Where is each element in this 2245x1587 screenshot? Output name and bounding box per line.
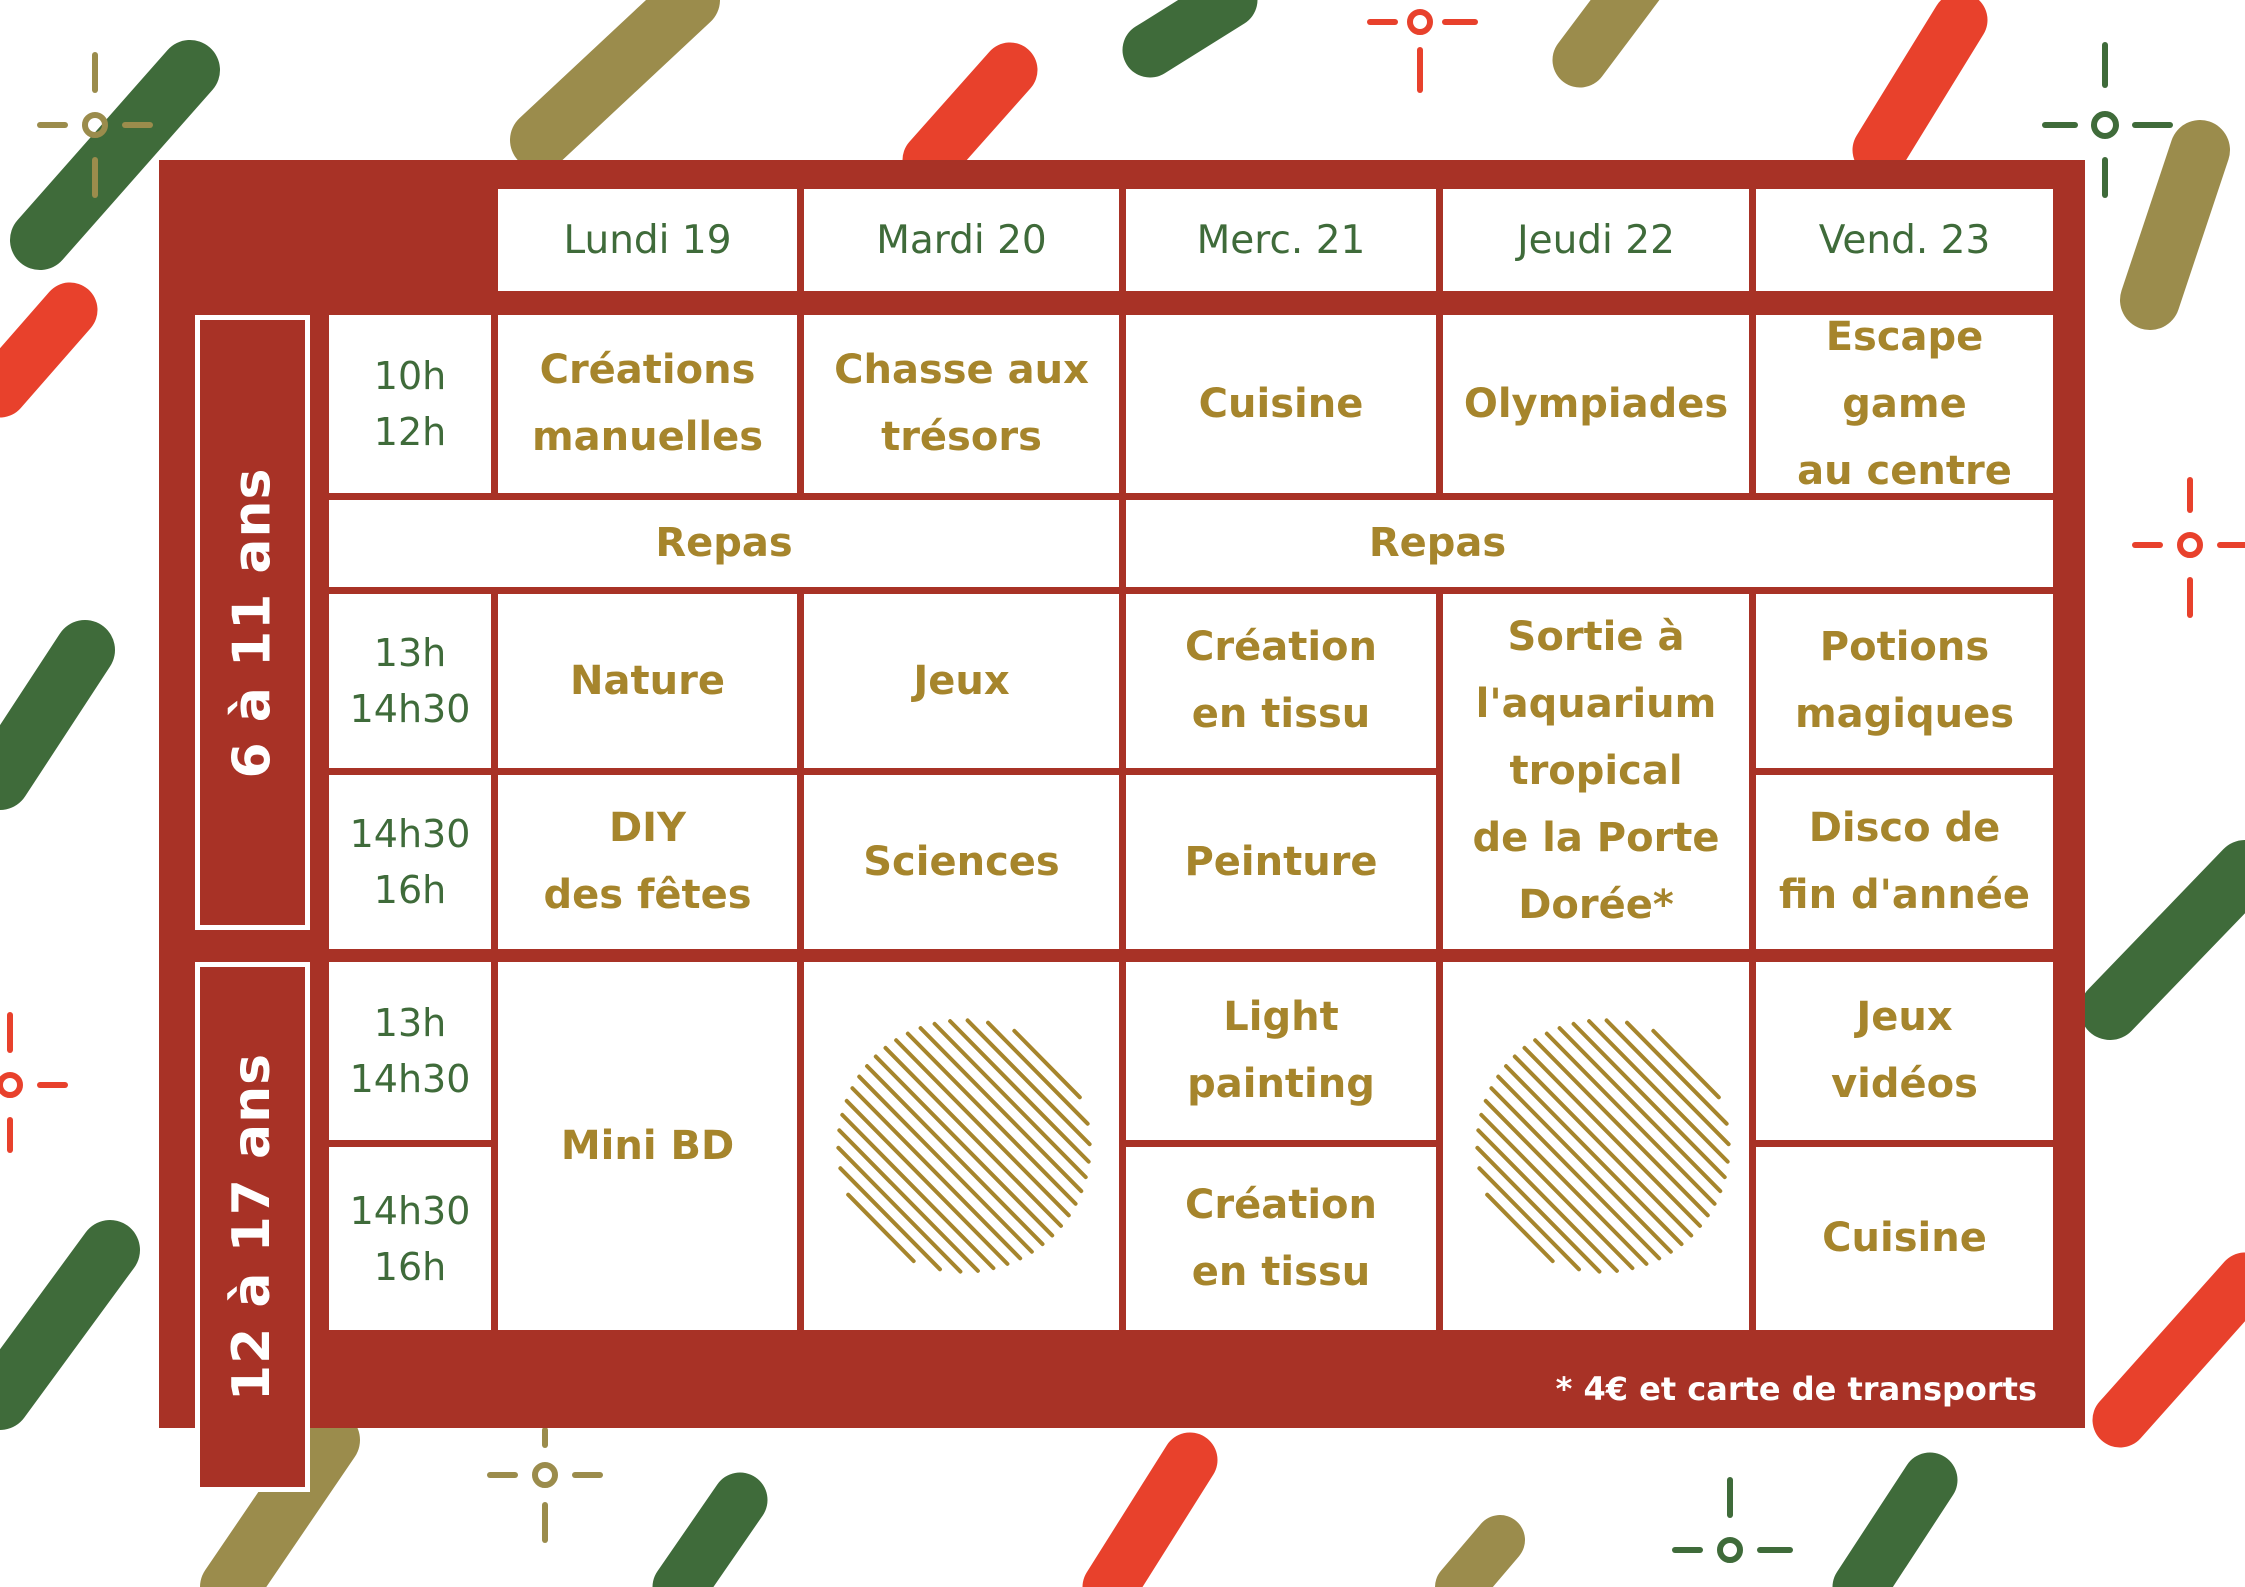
- time-end: 14h30: [349, 1057, 471, 1101]
- schedule-lower-panel: Lundi 19 Mardi 20 Merc. 21 Jeudi 22 Vend…: [159, 160, 2085, 1492]
- activity-line: Olympiades: [1463, 380, 1729, 427]
- age-group-6-11: 6 à 11 ans: [195, 315, 310, 930]
- activity-cell: Potions magiques: [1756, 594, 2053, 768]
- activity-line: Jeux: [913, 657, 1010, 704]
- activity-cell: Créations manuelles: [498, 315, 797, 493]
- lunch-cell: Repas: [329, 500, 1119, 587]
- day-header-wednesday: Merc. 21: [1126, 189, 1436, 291]
- activity-line: fin d'année: [1778, 872, 2031, 918]
- time-end: 16h: [373, 868, 447, 912]
- activity-line: magiques: [1794, 691, 2015, 737]
- age-group-12-17: 12 à 17 ans: [195, 962, 310, 1492]
- activity-line: Créations: [539, 347, 756, 393]
- activity-cell: Création en tissu: [1126, 594, 1436, 768]
- activity-cell: Cuisine: [1756, 1147, 2053, 1330]
- day-header-thursday: Jeudi 22: [1443, 189, 1749, 291]
- activity-line: en tissu: [1191, 691, 1371, 737]
- activity-line: de la Porte: [1472, 815, 1720, 861]
- activity-line: DIY: [608, 805, 687, 851]
- time-start: 13h: [373, 631, 447, 675]
- activity-line: Light: [1223, 994, 1339, 1040]
- activity-line: Dorée*: [1518, 882, 1674, 928]
- activity-cell-outing: Sortie à l'aquarium tropical de la Porte…: [1443, 594, 1749, 949]
- activity-line: au centre: [1797, 447, 2012, 494]
- time-slot: 10h 12h: [329, 315, 491, 493]
- closed-cell-thursday: [1443, 962, 1749, 1330]
- activity-line: Escape game: [1825, 313, 1984, 427]
- time-end: 12h: [373, 410, 447, 454]
- time-end: 14h30: [349, 687, 471, 731]
- lunch-label: Repas: [1368, 520, 1507, 566]
- activity-line: vidéos: [1831, 1061, 1978, 1107]
- activity-line: Potions: [1819, 624, 1990, 670]
- activity-line: Jeux: [1856, 994, 1953, 1040]
- age-group-label: 12 à 17 ans: [222, 1052, 283, 1402]
- activity-cell: Escape game au centre: [1756, 314, 2053, 494]
- day-header-friday: Vend. 23: [1756, 189, 2053, 291]
- activity-line: Peinture: [1184, 838, 1378, 885]
- time-slot: 14h30 16h: [329, 775, 491, 949]
- activity-cell: Cuisine: [1126, 315, 1436, 493]
- closed-cell-tuesday: [804, 962, 1119, 1330]
- time-slot: 14h30 16h: [329, 1147, 491, 1330]
- footnote: * 4€ et carte de transports: [1555, 1370, 2037, 1408]
- activity-line: Cuisine: [1822, 1215, 1987, 1261]
- time-start: 14h30: [349, 1188, 471, 1233]
- time-start: 14h30: [349, 812, 471, 856]
- activity-line: tropical: [1509, 748, 1683, 794]
- age-group-label: 6 à 11 ans: [222, 466, 283, 779]
- activity-line: trésors: [881, 414, 1042, 460]
- activity-cell: Olympiades: [1443, 315, 1749, 493]
- day-header-monday: Lundi 19: [498, 189, 797, 291]
- time-slot: 13h 14h30: [329, 594, 491, 768]
- day-header-tuesday: Mardi 20: [804, 189, 1119, 291]
- activity-line: Mini BD: [560, 1122, 735, 1169]
- activity-line: Création: [1185, 624, 1377, 670]
- activity-line: l'aquarium: [1475, 681, 1717, 727]
- hatch-pattern: [836, 1018, 1092, 1274]
- hatch-pattern: [1475, 1018, 1731, 1274]
- activity-line: Chasse aux: [834, 347, 1089, 393]
- activity-cell: Sciences: [804, 775, 1119, 949]
- activity-cell: Chasse aux trésors: [804, 315, 1119, 493]
- activity-line: en tissu: [1191, 1248, 1371, 1295]
- activity-line: Création: [1185, 1181, 1377, 1228]
- activity-cell: DIY des fêtes: [498, 775, 797, 949]
- activity-line: Sciences: [863, 838, 1060, 885]
- activity-line: manuelles: [531, 414, 764, 460]
- activity-cell: Nature: [498, 594, 797, 768]
- activity-cell: Mini BD: [498, 962, 797, 1330]
- activity-cell: Peinture: [1126, 775, 1436, 949]
- activity-cell: Jeux vidéos: [1756, 962, 2053, 1140]
- activity-cell: Light painting: [1126, 962, 1436, 1140]
- activity-line: Nature: [570, 657, 725, 704]
- activity-cell: Disco de fin d'année: [1756, 775, 2053, 949]
- time-start: 10h: [373, 354, 447, 398]
- activity-cell: Création en tissu: [1126, 1147, 1436, 1330]
- lunch-label: Repas: [655, 520, 793, 566]
- lunch-cell: Repas: [1126, 500, 2053, 587]
- time-end: 16h: [373, 1244, 447, 1289]
- time-slot: 13h 14h30: [329, 962, 491, 1140]
- activity-line: painting: [1187, 1061, 1375, 1107]
- activity-line: Disco de: [1808, 805, 2001, 851]
- activity-cell: Jeux: [804, 594, 1119, 768]
- activity-line: Sortie à: [1507, 614, 1685, 660]
- activity-line: Cuisine: [1198, 380, 1364, 427]
- activity-line: des fêtes: [543, 872, 752, 918]
- time-start: 13h: [373, 1001, 447, 1045]
